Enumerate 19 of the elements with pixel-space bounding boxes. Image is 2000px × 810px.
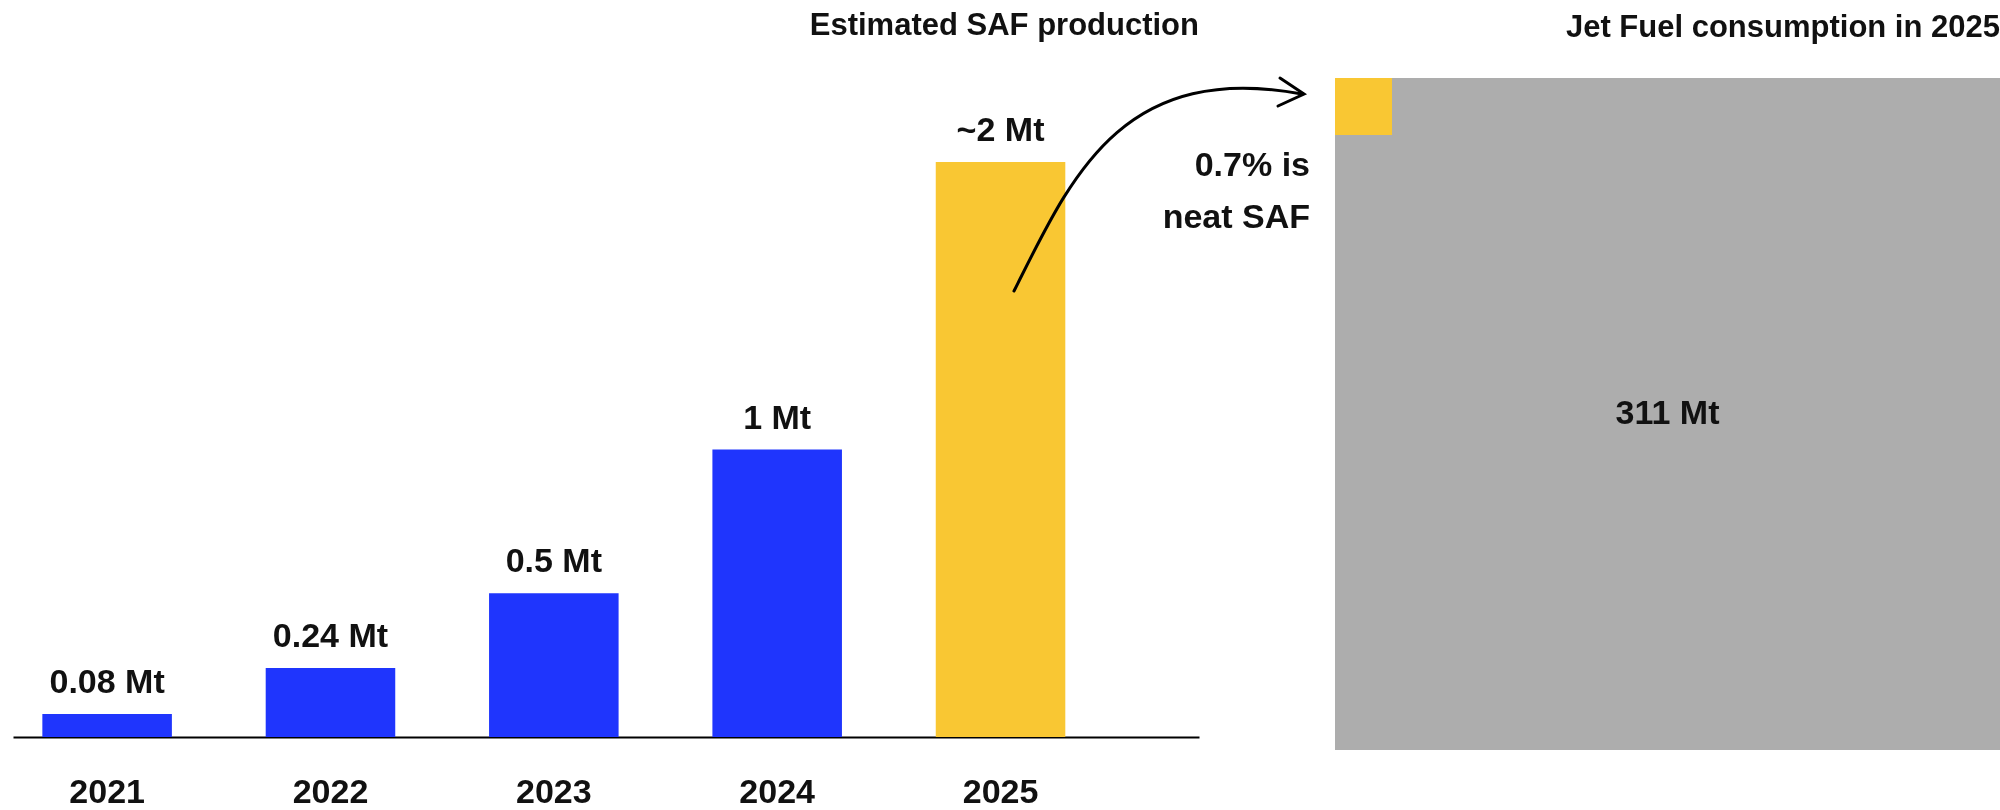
bar [265, 668, 396, 737]
data-label: 0.5 Mt [505, 541, 602, 580]
x-tick-label: 2024 [739, 771, 816, 810]
x-tick-label: 2025 [962, 771, 1039, 810]
bar [935, 162, 1066, 737]
x-tick-label: 2021 [69, 771, 145, 810]
data-label: 311 Mt [1615, 393, 1720, 431]
x-tick-label: 2023 [516, 771, 592, 810]
data-label: ~2 Mt [956, 110, 1045, 148]
annotation: 0.7% is neat SAF [1161, 144, 1310, 237]
data-label: 0.24 Mt [272, 616, 389, 654]
bar [489, 593, 619, 737]
bar [42, 714, 172, 737]
data-label: 1 Mt [743, 397, 812, 436]
x-tick-label: 2022 [292, 771, 369, 810]
text: Jet Fuel consumption in 2025 [1565, 9, 2000, 44]
data-label: 0.08 Mt [49, 662, 165, 700]
bar [712, 449, 842, 737]
chart-title: Estimated SAF production [809, 7, 1199, 42]
